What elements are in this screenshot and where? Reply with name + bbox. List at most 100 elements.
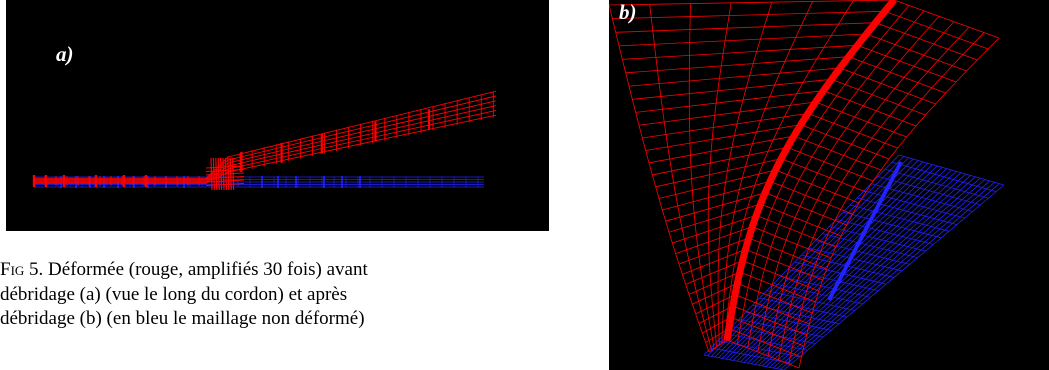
deformed-mesh-line (830, 139, 839, 151)
weld-bead-line (863, 23, 877, 37)
weld-bead-line (205, 169, 245, 172)
deformed-mesh-line (779, 61, 786, 74)
deformed-mesh-line (690, 167, 692, 179)
deformed-mesh-line (653, 44, 657, 58)
deformed-mesh-line (727, 245, 730, 257)
deformed-mesh-line (743, 298, 747, 311)
deformed-mesh-line (756, 214, 836, 248)
deformed-mesh-line (805, 183, 812, 196)
deformed-mesh-line (688, 271, 740, 295)
deformed-mesh-line (756, 120, 762, 133)
deformed-mesh-line (722, 300, 725, 312)
deformed-mesh-line (820, 106, 829, 119)
deformed-mesh-line (977, 48, 989, 61)
deformed-mesh-line (227, 109, 497, 170)
deformed-mesh-line (863, 137, 873, 150)
deformed-mesh-line (615, 22, 876, 33)
undeformed-mesh-line (780, 276, 871, 298)
deformed-mesh-line (698, 256, 701, 268)
deformed-mesh-line (703, 287, 706, 299)
weld-bead-line (736, 262, 746, 273)
deformed-mesh-line (817, 215, 824, 228)
deformed-mesh-line (764, 192, 847, 226)
deformed-mesh-line (763, 14, 769, 27)
deformed-mesh-line (658, 198, 663, 211)
deformed-mesh-line (685, 284, 690, 295)
deformed-mesh-line (876, 142, 886, 155)
deformed-mesh-line (734, 252, 737, 265)
deformed-mesh-line (899, 5, 910, 17)
deformed-mesh-line (753, 302, 757, 315)
deformed-mesh-line (750, 264, 754, 277)
deformed-mesh-line (693, 280, 697, 292)
deformed-mesh-line (763, 219, 768, 232)
deformed-mesh-line (691, 190, 694, 202)
deformed-mesh-line (673, 182, 677, 195)
weld-bead-line (205, 179, 245, 183)
deformed-mesh-line (875, 22, 978, 61)
deformed-mesh-line (767, 344, 771, 357)
deformed-mesh-line (618, 33, 867, 47)
deformed-mesh-line (698, 301, 702, 312)
weld-bead-line (877, 6, 890, 20)
deformed-mesh-line (710, 328, 713, 339)
deformed-mesh-line (701, 332, 707, 343)
deformed-mesh-line (708, 340, 712, 351)
deformed-mesh-line (635, 112, 640, 126)
deformed-mesh-line (815, 101, 907, 138)
deformed-mesh-line (915, 114, 926, 127)
deformed-mesh-line (871, 83, 882, 95)
weld-bead-line (205, 183, 245, 186)
weld-bead-line (723, 330, 732, 341)
deformed-mesh-line (880, 115, 890, 128)
deformed-mesh-line (691, 178, 693, 191)
deformed-mesh-line (834, 209, 842, 221)
deformed-mesh-line (227, 90, 497, 158)
deformed-mesh-line (631, 99, 637, 113)
deformed-mesh-line (857, 44, 957, 83)
deformed-mesh-line (828, 95, 837, 108)
deformed-mesh-line (893, 120, 904, 133)
deformed-mesh-line (769, 84, 776, 98)
deformed-mesh-line (683, 238, 688, 250)
deformed-mesh-line (795, 319, 800, 331)
deformed-mesh-line (866, 33, 967, 72)
deformed-mesh-line (730, 275, 733, 287)
deformed-mesh-line (732, 305, 807, 336)
deformed-mesh-line (830, 23, 839, 36)
deformed-mesh-line (730, 223, 733, 235)
deformed-mesh-line (801, 345, 805, 358)
deformed-mesh-line (799, 168, 806, 180)
deformed-mesh-line (718, 238, 720, 250)
weld-bead-line (870, 14, 883, 28)
deformed-mesh-line (741, 219, 745, 231)
deformed-mesh-line (840, 198, 848, 210)
deformed-mesh-line (962, 43, 974, 55)
deformed-mesh-line (911, 98, 923, 111)
deformed-mesh-line (709, 151, 712, 164)
deformed-mesh-line (708, 174, 710, 187)
deformed-mesh-line (841, 171, 850, 183)
deformed-mesh-line (858, 191, 867, 204)
undeformed-mesh-line (836, 218, 934, 245)
deformed-mesh-line (952, 54, 964, 66)
deformed-mesh-line (914, 10, 925, 23)
deformed-mesh-line (849, 89, 859, 102)
deformed-mesh-line (695, 313, 700, 324)
caption-line-1-text: 5. Déformée (rouge, amplifiés 30 fois) a… (24, 259, 368, 280)
deformed-mesh-line (685, 260, 743, 285)
deformed-mesh-line (781, 158, 867, 193)
deformed-mesh-line (632, 78, 832, 100)
deformed-mesh-line (889, 16, 900, 29)
deformed-mesh-line (723, 289, 725, 301)
deformed-mesh-line (787, 304, 792, 316)
deformed-mesh-line (921, 87, 933, 100)
deformed-mesh-line (815, 290, 820, 303)
deformed-mesh-line (658, 169, 776, 199)
deformed-mesh-line (668, 232, 673, 244)
deformed-mesh-line (800, 13, 808, 26)
deformed-mesh-line (752, 226, 832, 259)
deformed-mesh-line (728, 2, 732, 16)
weld-bead-line (884, 0, 897, 11)
deformed-mesh-line (722, 193, 725, 205)
